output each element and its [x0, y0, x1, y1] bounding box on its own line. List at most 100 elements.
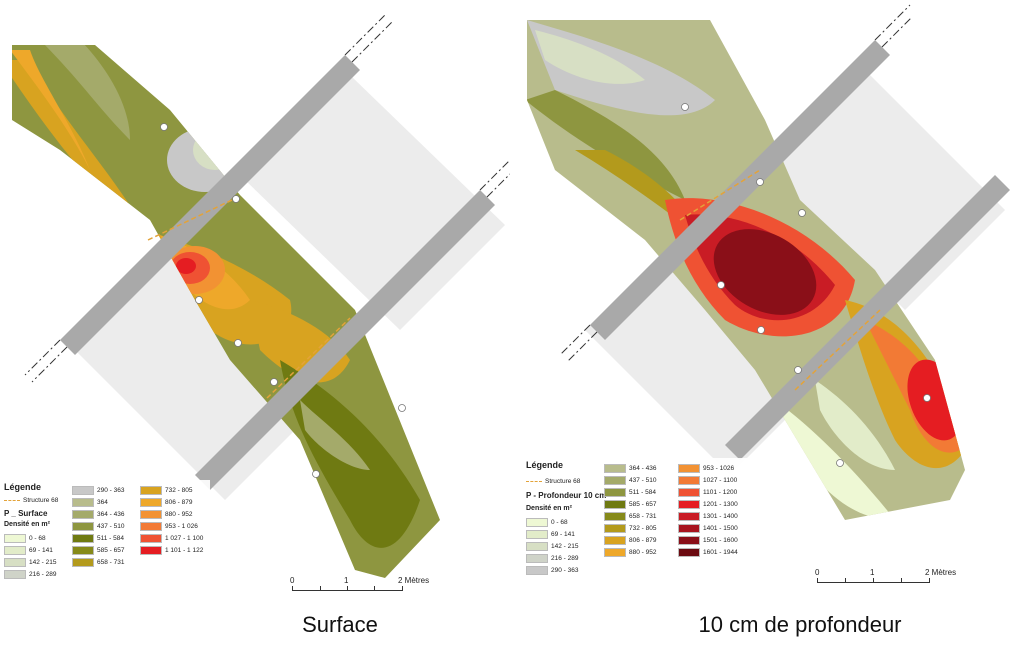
- legend-class-item: 142 - 215: [526, 542, 578, 551]
- legend-swatch: [140, 546, 162, 555]
- legend-class-label: 1201 - 1300: [703, 501, 738, 508]
- legend-class-item: 0 - 68: [526, 518, 568, 527]
- legend-class-label: 1301 - 1400: [703, 513, 738, 520]
- legend-structure-entry: Structure 68: [4, 497, 58, 504]
- caption-profondeur: 10 cm de profondeur: [698, 612, 902, 637]
- axis-lines: [24, 14, 510, 383]
- legend-swatch: [678, 464, 700, 473]
- legend-class-label: 437 - 510: [629, 477, 657, 484]
- legend-class-item: 1201 - 1300: [678, 500, 738, 509]
- legend-class-label: 0 - 68: [551, 519, 568, 526]
- legend-class-item: 1301 - 1400: [678, 512, 738, 521]
- legend-class-label: 290 - 363: [551, 567, 579, 574]
- trench-band: [60, 55, 360, 355]
- legend-swatch: [678, 476, 700, 485]
- legend-swatch: [72, 522, 94, 531]
- legend-class-label: 437 - 510: [97, 523, 125, 530]
- legend-swatch: [72, 546, 94, 555]
- legend-swatch: [72, 486, 94, 495]
- legend-class-item: 1027 - 1100: [678, 476, 737, 485]
- legend-swatch: [140, 522, 162, 531]
- legend-class-item: 437 - 510: [72, 522, 124, 531]
- legend-swatch: [140, 534, 162, 543]
- legend-swatch: [4, 546, 26, 555]
- legend-swatch: [678, 512, 700, 521]
- legend-class-item: 880 - 952: [140, 510, 192, 519]
- legend-swatch: [4, 534, 26, 543]
- legend-swatch: [678, 524, 700, 533]
- legend-swatch: [526, 518, 548, 527]
- legend-class-item: 364 - 436: [604, 464, 656, 473]
- legend-class-label: 142 - 215: [29, 559, 57, 566]
- legend-class-item: 364: [72, 498, 108, 507]
- legend-class-item: 69 - 141: [4, 546, 53, 555]
- legend-class-item: 732 - 805: [604, 524, 656, 533]
- legend-class-label: 1 027 - 1 100: [165, 535, 204, 542]
- legend-class-label: 585 - 657: [629, 501, 657, 508]
- sample-points: [160, 123, 406, 478]
- legend-swatch: [604, 524, 626, 533]
- scale-label: 2 Mètres: [925, 568, 957, 577]
- legend-class-item: 953 - 1026: [678, 464, 734, 473]
- map-surface: [12, 14, 510, 578]
- legend-class-item: 69 - 141: [526, 530, 575, 539]
- legend-class-label: 806 - 879: [629, 537, 657, 544]
- legend-class-item: 290 - 363: [526, 566, 578, 575]
- legend-layer-label: P _ Surface: [4, 509, 48, 518]
- legend-unit-label: Densité en m²: [526, 505, 572, 512]
- legend-class-label: 142 - 215: [551, 543, 579, 550]
- legend-class-item: 142 - 215: [4, 558, 56, 567]
- legend-class-item: 364 - 436: [72, 510, 124, 519]
- legend-class-label: 216 - 289: [551, 555, 579, 562]
- legend-class-item: 0 - 68: [4, 534, 46, 543]
- legend-swatch: [72, 498, 94, 507]
- legend-class-label: 290 - 363: [97, 487, 125, 494]
- scale-label: 0: [815, 568, 820, 577]
- legend-class-label: 1101 - 1200: [703, 489, 738, 496]
- legend-class-item: 585 - 657: [72, 546, 124, 555]
- legend-swatch: [140, 498, 162, 507]
- legend-class-label: 1501 - 1600: [703, 537, 738, 544]
- legend-class-label: 69 - 141: [29, 547, 53, 554]
- caption-surface: Surface: [302, 612, 378, 637]
- legend-class-item: 511 - 584: [604, 488, 656, 497]
- legend-surface: Légende Structure 68 P _ Surface Densité…: [0, 480, 210, 598]
- legend-title: Légende: [526, 460, 564, 470]
- legend-swatch: [526, 542, 548, 551]
- legend-layer-label: P - Profondeur 10 cm: [526, 491, 607, 500]
- axis-lines: [559, 4, 913, 363]
- legend-class-label: 953 - 1026: [703, 465, 735, 472]
- legend-class-item: 437 - 510: [604, 476, 656, 485]
- legend-swatch: [604, 476, 626, 485]
- scale-label: 1: [870, 568, 875, 577]
- legend-class-label: 880 - 952: [165, 511, 193, 518]
- legend-class-item: 806 - 879: [140, 498, 192, 507]
- structure-dash-icon: [526, 480, 542, 482]
- excavation-square: [245, 75, 505, 330]
- legend-swatch: [604, 512, 626, 521]
- scale-bar-profondeur: 0 1 2 Mètres: [815, 568, 965, 588]
- legend-class-label: 1 101 - 1 122: [165, 547, 204, 554]
- legend-profondeur-10cm: Légende Structure 68 P - Profondeur 10 c…: [522, 458, 750, 588]
- legend-swatch: [604, 548, 626, 557]
- scale-label: 1: [344, 576, 349, 585]
- scale-label: 0: [290, 576, 295, 585]
- legend-swatch: [604, 488, 626, 497]
- legend-swatch: [678, 488, 700, 497]
- legend-class-label: 364: [97, 499, 108, 506]
- legend-class-label: 806 - 879: [165, 499, 193, 506]
- legend-swatch: [72, 558, 94, 567]
- legend-swatch: [604, 500, 626, 509]
- legend-swatch: [604, 464, 626, 473]
- legend-class-label: 364 - 436: [629, 465, 657, 472]
- legend-class-label: 880 - 952: [629, 549, 657, 556]
- legend-class-item: 585 - 657: [604, 500, 656, 509]
- legend-class-label: 69 - 141: [551, 531, 575, 538]
- legend-swatch: [140, 486, 162, 495]
- legend-class-item: 1401 - 1500: [678, 524, 738, 533]
- legend-class-label: 585 - 657: [97, 547, 125, 554]
- legend-class-item: 1 027 - 1 100: [140, 534, 203, 543]
- legend-class-item: 511 - 584: [72, 534, 124, 543]
- legend-swatch: [4, 570, 26, 579]
- legend-class-item: 216 - 289: [526, 554, 578, 563]
